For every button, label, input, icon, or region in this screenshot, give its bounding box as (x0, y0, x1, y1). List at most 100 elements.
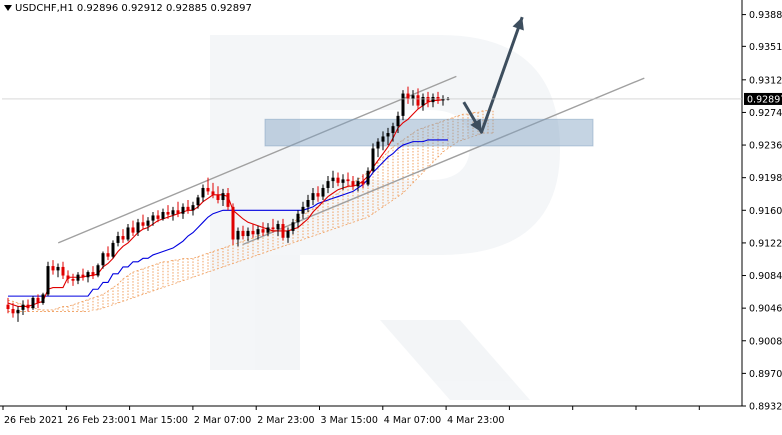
candle-body (366, 170, 370, 185)
candle (321, 184, 325, 200)
candle (301, 201, 305, 219)
senkou-span-b (8, 132, 493, 312)
candle-body (146, 220, 150, 226)
candle (241, 225, 245, 240)
candle-body (301, 206, 305, 214)
candle (366, 167, 370, 187)
candle-body (296, 213, 300, 223)
candle-body (336, 177, 340, 183)
candle (401, 90, 405, 121)
candle-body (341, 179, 345, 183)
candle-body (31, 297, 35, 309)
candle-body (171, 210, 175, 215)
candle (421, 93, 425, 111)
candle-body (381, 136, 385, 142)
candle (276, 220, 280, 237)
candle (201, 184, 205, 202)
candle-body (46, 266, 50, 295)
arrow-head-up (512, 17, 524, 31)
candle-body (86, 272, 90, 278)
candle-body (216, 194, 220, 200)
chevron-down-icon[interactable] (4, 5, 12, 11)
candle (211, 182, 215, 199)
candle (6, 297, 10, 314)
x-tick-label: 26 Feb 2021 (4, 415, 63, 426)
candle-body (156, 215, 160, 219)
candle (286, 227, 290, 243)
ohlc-close: 0.92897 (210, 3, 252, 14)
candle-body (326, 181, 330, 188)
candle-body (136, 222, 140, 233)
candle (256, 225, 260, 240)
x-tick-label: 4 Mar 23:00 (447, 415, 504, 426)
x-tick-label: 1 Mar 15:00 (131, 415, 188, 426)
symbol-label: USDCHF,H1 (15, 3, 74, 14)
candle-body (281, 224, 285, 238)
x-tick-label: 4 Mar 07:00 (384, 415, 441, 426)
forecast-path-line (462, 16, 524, 134)
current-price-box (744, 92, 782, 105)
candle (251, 224, 255, 238)
candle (266, 223, 270, 237)
candle (231, 203, 235, 245)
candle-body (231, 206, 235, 240)
candle-body (76, 274, 80, 281)
ohlc-open: 0.92896 (76, 3, 119, 14)
arrow-head-down (470, 118, 482, 133)
candle-body (351, 181, 355, 187)
candle-body (41, 294, 45, 303)
candle-body (126, 227, 130, 240)
candle (261, 222, 265, 237)
candle-body (61, 266, 65, 276)
candle (226, 187, 230, 211)
candle-body (16, 309, 20, 314)
candle (316, 186, 320, 202)
candle (46, 261, 50, 297)
candle-body (256, 229, 260, 235)
candle (21, 300, 25, 316)
candle (291, 218, 295, 235)
candle-body (106, 253, 110, 257)
chart-header: USDCHF,H1 0.92896 0.92912 0.92885 0.9289… (4, 3, 252, 14)
candle-body (96, 265, 100, 276)
candle-body (161, 212, 165, 219)
candle (91, 266, 95, 279)
candle (396, 111, 400, 134)
candle-body (371, 148, 375, 171)
candle-body (361, 181, 365, 185)
candle-body (191, 205, 195, 211)
candle (151, 212, 155, 226)
candle (106, 246, 110, 261)
candle-body (266, 227, 270, 233)
candle (126, 224, 130, 242)
candle-body (276, 224, 280, 230)
candle-body (391, 126, 395, 134)
candle-body (376, 141, 380, 149)
candle-body (261, 229, 265, 233)
candle (196, 194, 200, 209)
candle (71, 273, 75, 286)
candle-body (181, 206, 185, 214)
candle-body (346, 179, 350, 182)
candle-body (316, 193, 320, 197)
candles (6, 86, 450, 322)
candle-body (196, 197, 200, 206)
candle (141, 214, 145, 230)
candle (31, 296, 35, 310)
candle (51, 260, 55, 275)
x-tick-label: 3 Mar 15:00 (321, 415, 378, 426)
candle (76, 272, 80, 285)
candle-body (111, 242, 115, 257)
candle (206, 177, 210, 195)
candle (86, 270, 90, 283)
candle-body (426, 96, 430, 103)
candle (66, 270, 70, 284)
candle (426, 91, 430, 108)
